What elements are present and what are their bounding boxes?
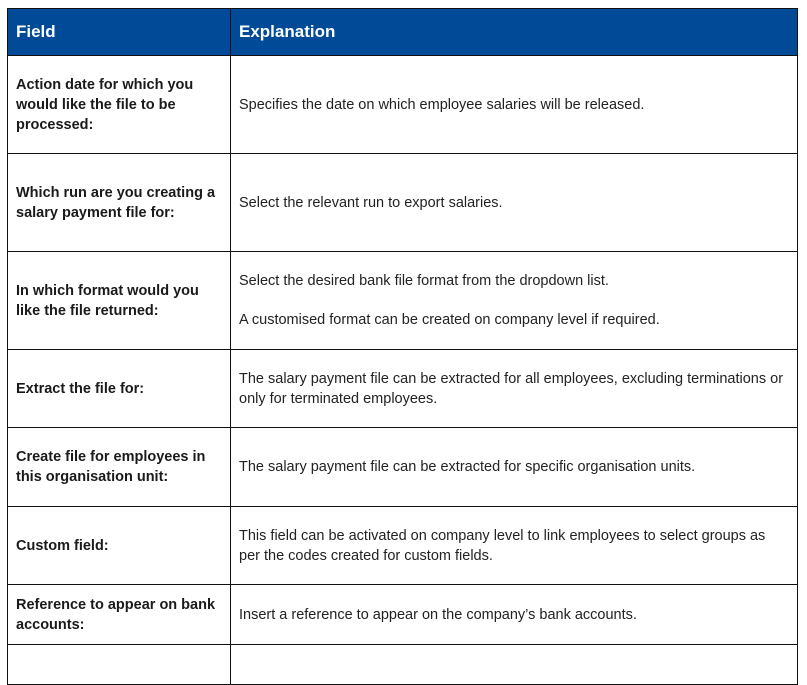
- explanation-text: Select the desired bank file format from…: [239, 273, 609, 289]
- explanation-cell: This field can be activated on company l…: [230, 506, 798, 585]
- table-row: In which format would you like the file …: [7, 251, 798, 350]
- explanation-cell: Select the relevant run to export salari…: [230, 153, 798, 252]
- field-cell: In which format would you like the file …: [7, 251, 231, 350]
- explanation-text: A customised format can be created on co…: [239, 312, 660, 328]
- explanation-text: This field can be activated on company l…: [239, 527, 766, 564]
- table-row: Extract the file for: The salary payment…: [7, 349, 798, 428]
- table-row: Which run are you creating a salary paym…: [7, 153, 798, 252]
- explanation-cell: Select the desired bank file format from…: [230, 251, 798, 350]
- table-row: Custom field: This field can be activate…: [7, 506, 798, 585]
- explanation-cell: Specifies the date on which employee sal…: [230, 55, 798, 154]
- header-explanation: Explanation: [230, 8, 798, 56]
- explanation-cell: The salary payment file can be extracted…: [230, 349, 798, 428]
- header-field: Field: [7, 8, 231, 56]
- field-cell: Action date for which you would like the…: [7, 55, 231, 154]
- explanation-text: The salary payment file can be extracted…: [239, 370, 784, 407]
- explanation-text: The salary payment file can be extracted…: [239, 459, 696, 475]
- table-header-row: Field Explanation: [7, 8, 798, 56]
- table-row: Reference to appear on bank accounts: In…: [7, 584, 798, 645]
- table-row: Create file for employees in this organi…: [7, 427, 798, 507]
- field-cell: Reference to appear on bank accounts:: [7, 584, 231, 645]
- explanation-text: Insert a reference to appear on the comp…: [239, 606, 637, 623]
- field-cell: Extract the file for:: [7, 349, 231, 428]
- field-cell: Custom field:: [7, 506, 231, 585]
- field-cell: Create file for employees in this organi…: [7, 427, 231, 507]
- field-explanation-table: Field Explanation Action date for which …: [7, 8, 798, 685]
- explanation-text: Specifies the date on which employee sal…: [239, 96, 645, 113]
- explanation-cell: The salary payment file can be extracted…: [230, 427, 798, 507]
- field-cell: Which run are you creating a salary paym…: [7, 153, 231, 252]
- table-row: Action date for which you would like the…: [7, 55, 798, 154]
- explanation-text: Select the relevant run to export salari…: [239, 194, 503, 211]
- explanation-cell: Insert a reference to appear on the comp…: [230, 584, 798, 645]
